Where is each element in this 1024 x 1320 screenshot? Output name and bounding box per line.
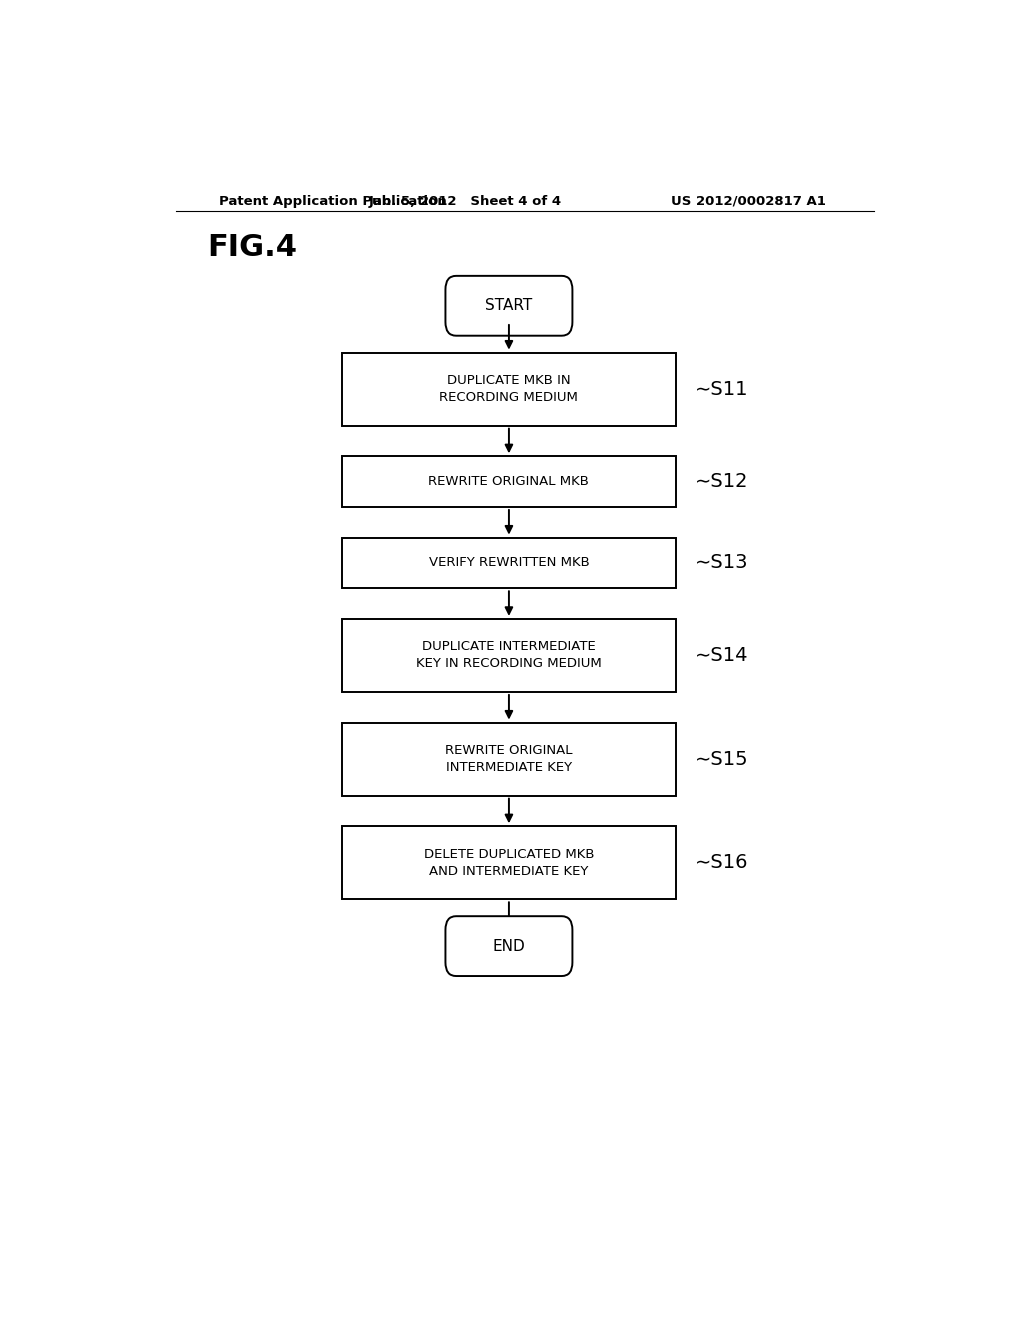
FancyBboxPatch shape — [445, 916, 572, 975]
Bar — [342, 457, 676, 507]
Text: DUPLICATE MKB IN
RECORDING MEDIUM: DUPLICATE MKB IN RECORDING MEDIUM — [439, 374, 579, 404]
FancyBboxPatch shape — [445, 276, 572, 335]
Text: ∼S12: ∼S12 — [695, 473, 749, 491]
Bar — [342, 722, 676, 796]
Text: START: START — [485, 298, 532, 313]
Text: DUPLICATE INTERMEDIATE
KEY IN RECORDING MEDIUM: DUPLICATE INTERMEDIATE KEY IN RECORDING … — [416, 640, 602, 671]
Bar — [342, 826, 676, 899]
Bar — [342, 619, 676, 692]
Text: ∼S14: ∼S14 — [695, 645, 749, 665]
Text: REWRITE ORIGINAL
INTERMEDIATE KEY: REWRITE ORIGINAL INTERMEDIATE KEY — [445, 744, 572, 774]
Text: DELETE DUPLICATED MKB
AND INTERMEDIATE KEY: DELETE DUPLICATED MKB AND INTERMEDIATE K… — [424, 847, 594, 878]
Text: US 2012/0002817 A1: US 2012/0002817 A1 — [672, 194, 826, 207]
Text: END: END — [493, 939, 525, 953]
Text: ∼S13: ∼S13 — [695, 553, 749, 573]
Text: VERIFY REWRITTEN MKB: VERIFY REWRITTEN MKB — [429, 557, 589, 569]
Text: REWRITE ORIGINAL MKB: REWRITE ORIGINAL MKB — [428, 475, 590, 488]
Text: Jan. 5, 2012   Sheet 4 of 4: Jan. 5, 2012 Sheet 4 of 4 — [369, 194, 562, 207]
Text: ∼S16: ∼S16 — [695, 853, 749, 873]
Bar — [342, 352, 676, 426]
Text: FIG.4: FIG.4 — [207, 234, 297, 263]
Text: ∼S15: ∼S15 — [695, 750, 749, 768]
Text: Patent Application Publication: Patent Application Publication — [219, 194, 447, 207]
Text: ∼S11: ∼S11 — [695, 380, 749, 399]
Bar — [342, 537, 676, 589]
